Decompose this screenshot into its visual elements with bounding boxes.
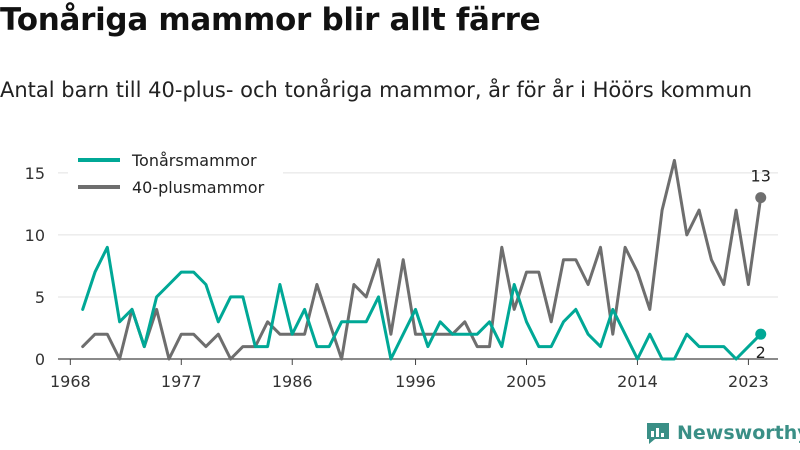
end-label-40-plusmammor: 13	[751, 167, 771, 186]
x-axis-ticks: 1968 1977 1986 1996 2005 2014 2023	[50, 359, 769, 391]
y-tick-label-0: 0	[35, 350, 45, 369]
x-tick-label-2014: 2014	[617, 372, 658, 391]
x-tick-label-1996: 1996	[395, 372, 436, 391]
end-point-40-plusmammor	[755, 192, 767, 204]
end-point-tonarsmammor	[755, 328, 767, 340]
legend-background	[68, 144, 283, 206]
y-axis-ticks: 0 5 10 15	[25, 164, 45, 369]
series-line-tonarsmammor	[81, 245, 763, 361]
newsworthy-icon	[647, 423, 669, 444]
newsworthy-logo[interactable]: Newsworthy	[645, 421, 800, 445]
legend-label-tonarsmammor: Tonårsmammor	[131, 151, 257, 170]
chart-subtitle: Antal barn till 40-plus- och tonåriga ma…	[0, 78, 753, 102]
x-tick-label-2005: 2005	[506, 372, 547, 391]
y-tick-label-10: 10	[25, 226, 45, 245]
brand-name: Newsworthy	[677, 422, 800, 444]
x-tick-label-1986: 1986	[272, 372, 313, 391]
legend: Tonårsmammor 40-plusmammor	[68, 144, 283, 206]
legend-label-40-plusmammor: 40-plusmammor	[132, 178, 265, 197]
y-tick-label-15: 15	[25, 164, 45, 183]
x-tick-label-1968: 1968	[50, 372, 91, 391]
series-lines	[81, 158, 767, 361]
series-line-40-plusmammor	[81, 158, 763, 361]
x-tick-label-1977: 1977	[161, 372, 202, 391]
y-tick-label-5: 5	[35, 288, 45, 307]
chart-title: Tonåriga mammor blir allt färre	[0, 2, 541, 38]
x-tick-label-2023: 2023	[728, 372, 769, 391]
end-labels: 13 2	[751, 167, 771, 363]
end-label-tonarsmammor: 2	[756, 343, 766, 362]
